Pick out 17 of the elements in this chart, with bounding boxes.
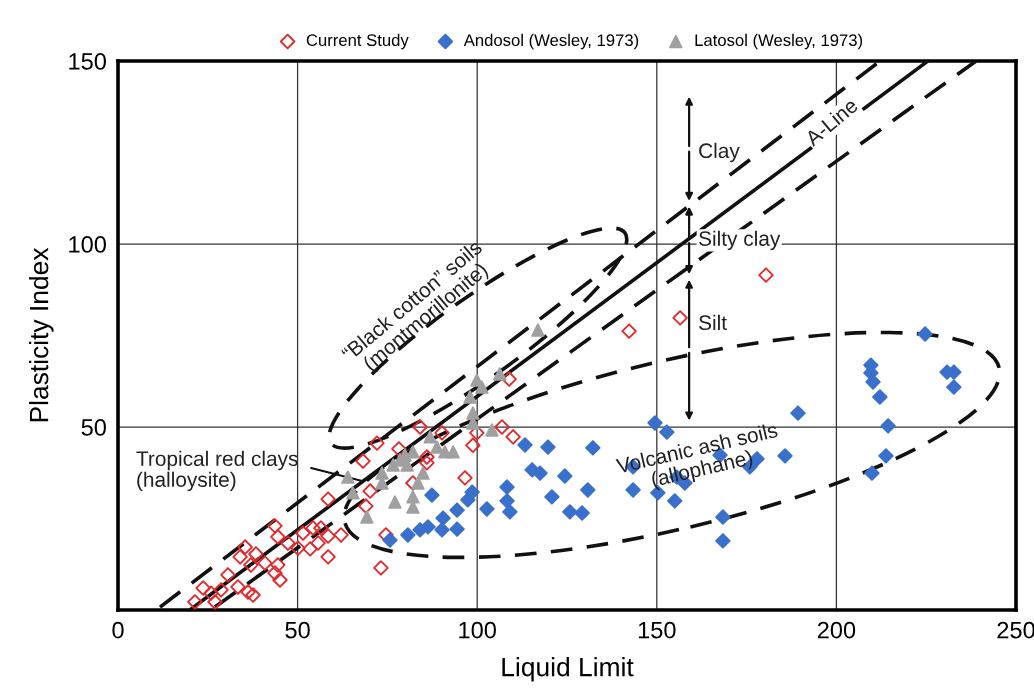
legend-label: Current Study [306,33,409,50]
legend-label: Andosol (Wesley, 1973) [463,33,639,50]
annotation: Silt [699,314,727,331]
y-axis-title: Plasticity Index [29,247,54,422]
x-tick-label: 100 [459,621,496,639]
y-tick-label: 150 [69,53,106,70]
legend-label: Latosol (Wesley, 1973) [695,33,863,50]
x-tick-label: 0 [112,621,124,639]
x-tick-label: 150 [638,621,676,639]
y-tick-label: 100 [69,236,106,253]
x-tick-label: 50 [285,621,310,639]
annotation: Silty clay [699,230,781,251]
x-tick-label: 200 [817,621,856,639]
y-tick-label: 50 [81,419,106,436]
x-tick-label: 250 [997,621,1034,639]
x-axis-title: Liquid Limit [502,657,634,682]
annotation: Clay [699,142,740,163]
